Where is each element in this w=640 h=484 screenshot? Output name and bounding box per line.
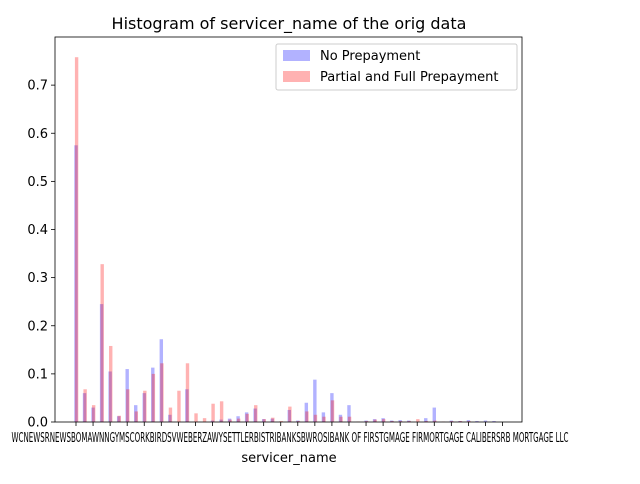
bar-no-prepayment <box>433 408 436 422</box>
legend-label-partial-full-prepayment: Partial and Full Prepayment <box>320 70 499 85</box>
bar-partial-full-prepayment <box>220 401 223 422</box>
bar-partial-full-prepayment <box>118 416 121 422</box>
bar-partial-full-prepayment <box>135 411 138 422</box>
bar-partial-full-prepayment <box>348 417 351 422</box>
bar-partial-full-prepayment <box>152 374 155 422</box>
x-tick-labels: WCNEWSRNEWSBOMAWNNGYMSCORKBIRDSVWEBERZAW… <box>12 431 569 446</box>
bar-partial-full-prepayment <box>254 405 257 422</box>
bar-partial-full-prepayment <box>100 264 103 422</box>
bar-partial-full-prepayment <box>126 389 129 422</box>
bar-partial-full-prepayment <box>109 346 112 422</box>
bar-partial-full-prepayment <box>143 391 146 422</box>
y-tick-label: 0.6 <box>27 127 48 142</box>
legend: No Prepayment Partial and Full Prepaymen… <box>276 44 517 90</box>
bar-partial-full-prepayment <box>160 363 163 422</box>
bar-partial-full-prepayment <box>169 408 172 422</box>
bar-partial-full-prepayment <box>382 419 385 422</box>
bar-partial-full-prepayment <box>305 411 308 422</box>
bar-partial-full-prepayment <box>211 404 214 422</box>
y-tick-label: 0.7 <box>27 79 48 94</box>
bar-partial-full-prepayment <box>237 419 240 422</box>
bar-partial-full-prepayment <box>339 417 342 422</box>
legend-label-no-prepayment: No Prepayment <box>320 49 420 64</box>
bar-partial-full-prepayment <box>83 389 86 422</box>
bar-partial-full-prepayment <box>203 418 206 422</box>
chart-title: Histogram of servicer_name of the orig d… <box>112 14 467 34</box>
bar-partial-full-prepayment <box>246 414 249 422</box>
legend-swatch-no-prepayment <box>283 50 310 61</box>
bar-partial-full-prepayment <box>416 419 419 422</box>
y-tick-label: 0.5 <box>27 175 48 190</box>
bar-partial-full-prepayment <box>271 418 274 422</box>
y-tick-label: 0.1 <box>27 367 48 382</box>
y-tick-label: 0.4 <box>27 223 48 238</box>
bar-partial-full-prepayment <box>288 407 291 422</box>
y-tick-label: 0.3 <box>27 271 48 286</box>
bar-partial-full-prepayment <box>186 363 189 422</box>
bar-partial-full-prepayment <box>177 391 180 422</box>
bar-partial-full-prepayment <box>75 57 78 422</box>
x-axis-label: servicer_name <box>241 451 336 466</box>
bar-partial-full-prepayment <box>194 413 197 422</box>
bar-partial-full-prepayment <box>92 405 95 422</box>
bar-partial-full-prepayment <box>314 415 317 422</box>
y-tick-label: 0.2 <box>27 319 48 334</box>
bar-partial-full-prepayment <box>263 419 266 422</box>
legend-swatch-partial-full-prepayment <box>283 71 310 82</box>
bar-partial-full-prepayment <box>322 417 325 422</box>
y-tick-label: 0.0 <box>27 416 48 431</box>
bar-partial-full-prepayment <box>331 400 334 422</box>
